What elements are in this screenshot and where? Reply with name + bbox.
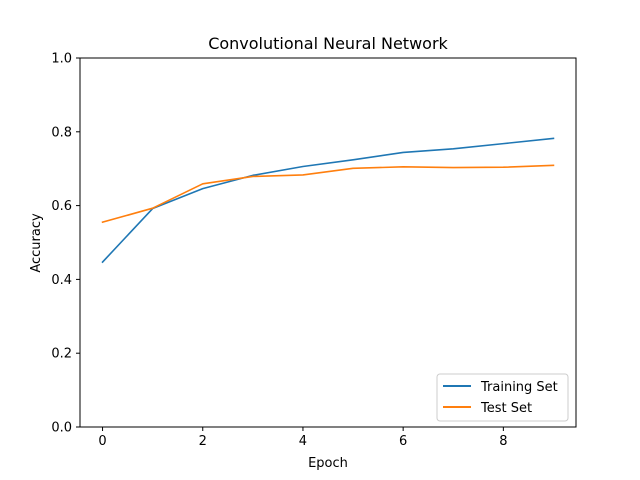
x-tick-label: 8 [499, 434, 507, 449]
legend-label-test-set: Test Set [480, 401, 532, 416]
x-axis-label: Epoch [308, 456, 348, 471]
y-tick-label: 0.0 [51, 421, 72, 436]
chart-title: Convolutional Neural Network [208, 34, 448, 53]
y-tick-label: 0.4 [51, 273, 72, 288]
x-tick-label: 2 [199, 434, 207, 449]
series-line-test-set [101, 164, 555, 224]
plot-area: 0 2 4 6 8 0.0 0.2 0.4 0.6 0.8 1.0 [51, 52, 577, 449]
y-tick-label: 1.0 [51, 52, 72, 67]
legend-label-training-set: Training Set [480, 380, 558, 395]
x-tick-label: 0 [98, 434, 106, 449]
y-tick-label: 0.6 [51, 199, 72, 214]
axes-frame [79, 57, 577, 428]
y-tick-label: 0.8 [51, 125, 72, 140]
x-tick-label: 6 [399, 434, 407, 449]
x-tick-label: 4 [299, 434, 307, 449]
legend: Training Set Test Set [436, 373, 569, 422]
series-line-training-set [101, 137, 555, 264]
y-tick-label: 0.2 [51, 347, 72, 362]
y-axis-label: Accuracy [29, 213, 44, 273]
